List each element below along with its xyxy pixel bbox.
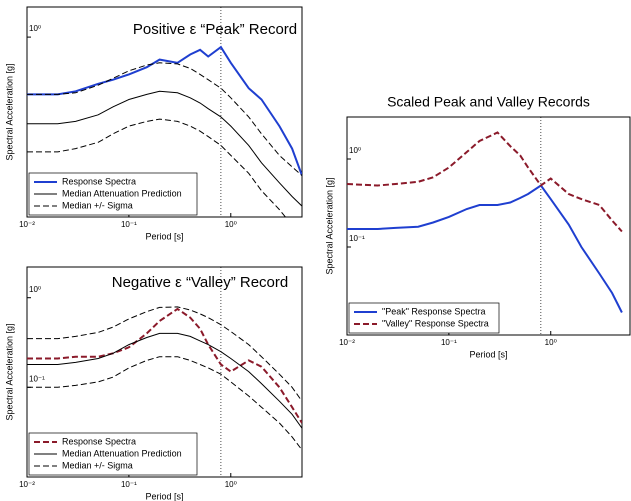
- series-line: [347, 184, 623, 313]
- legend: [348, 302, 500, 334]
- x-axis-label: Period [s]: [469, 349, 507, 359]
- x-tick-label: 10⁻²: [19, 220, 35, 229]
- series-line: [27, 118, 287, 217]
- x-tick-label: 10⁰: [225, 480, 237, 489]
- legend-label: Median Attenuation Prediction: [62, 188, 182, 198]
- y-axis-label: Spectral Acceleration [g]: [324, 177, 334, 274]
- series-line: [27, 356, 302, 451]
- y-axis-label: Spectral Acceleration [g]: [4, 63, 14, 160]
- annotation: Positive ε “Peak” Record: [133, 21, 297, 38]
- series-line: [27, 306, 302, 402]
- y-tick-label: 10⁰: [349, 146, 361, 155]
- series-line: [27, 332, 302, 429]
- annotation: Negative ε “Valley” Record: [112, 274, 288, 291]
- chart-title: Scaled Peak and Valley Records: [387, 94, 590, 110]
- legend-label: Median Attenuation Prediction: [62, 448, 182, 458]
- chart: 10⁻² 10⁻¹ 10⁰ 10⁻¹ 10⁰ Response Spectra Median…: [4, 266, 303, 501]
- series-line: [347, 131, 623, 233]
- x-tick-label: 10⁰: [545, 338, 557, 347]
- plot-area: [346, 116, 631, 336]
- x-tick-label: 10⁰: [225, 220, 237, 229]
- y-axis-label: Spectral Acceleration [g]: [4, 323, 14, 420]
- x-tick-label: 10⁻¹: [121, 220, 137, 229]
- x-tick-label: 10⁻¹: [441, 338, 457, 347]
- legend-label: "Peak" Response Spectra: [382, 306, 485, 316]
- x-tick-label: 10⁻¹: [121, 480, 137, 489]
- x-tick-label: 10⁻²: [19, 480, 35, 489]
- legend-label: Median +/- Sigma: [62, 200, 133, 210]
- legend: [28, 172, 198, 216]
- legend-label: Response Spectra: [62, 436, 136, 446]
- legend-label: Median +/- Sigma: [62, 460, 133, 470]
- x-axis-label: Period [s]: [145, 491, 183, 501]
- series-line: [27, 90, 302, 207]
- legend-label: Response Spectra: [62, 176, 136, 186]
- y-tick-label: 10⁰: [29, 285, 41, 294]
- x-tick-label: 10⁻²: [339, 338, 355, 347]
- y-tick-label: 10⁻¹: [29, 374, 45, 383]
- x-axis-label: Period [s]: [145, 231, 183, 241]
- y-tick-label: 10⁻¹: [349, 234, 365, 243]
- y-tick-label: 10⁰: [29, 24, 41, 33]
- series-line: [27, 307, 302, 424]
- series-line: [27, 62, 302, 176]
- series-line: [27, 45, 302, 176]
- legend-label: "Valley" Response Spectra: [382, 318, 489, 328]
